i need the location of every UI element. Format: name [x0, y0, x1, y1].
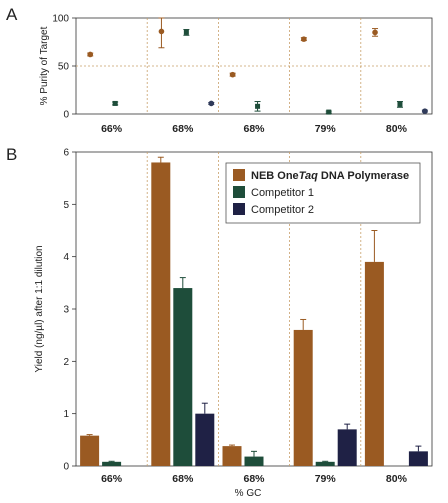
- panel-a-data-points: [87, 17, 428, 115]
- panel-a-y-tick-label: 50: [58, 62, 70, 73]
- panel-a-data-point: [183, 29, 189, 35]
- panel-a-gridlines: [76, 18, 432, 114]
- panel-b-y-tick-label: 4: [63, 252, 69, 263]
- panel-b-bar: [337, 429, 357, 466]
- legend-label-neb-post: DNA Polymerase: [318, 170, 409, 182]
- legend-label-neb-em: Taq: [299, 170, 318, 182]
- panel-a-data-point: [229, 71, 236, 78]
- panel-b-bar: [364, 261, 384, 466]
- panel-b-bar: [173, 288, 193, 466]
- panel-a-data-point: [158, 28, 165, 35]
- panel-a-x-ticks: 66% 68% 68% 79% 80%: [101, 123, 407, 135]
- legend-label-neb: NEB OneTaq DNA Polymerase: [251, 170, 409, 182]
- panel-b-bar: [80, 435, 100, 466]
- panel-a-label: A: [6, 5, 18, 24]
- panel-a-data-point: [372, 29, 378, 36]
- panel-b-bar: [315, 461, 335, 466]
- panel-a-x-tick-label: 80%: [386, 123, 408, 135]
- panel-a-data-point: [326, 109, 332, 115]
- panel-b-x-tick-label: 80%: [386, 473, 408, 485]
- legend-box: [225, 162, 421, 224]
- panel-a: A % Purity of Target 0 50 100 66% 68% 68% 79%…: [6, 5, 433, 135]
- panel-b-y-axis-title: Yield (ng/µl) after 1:1 dilution: [34, 245, 45, 372]
- panel-b-legend: NEB OneTaq DNA Polymerase Competitor 1 C…: [225, 162, 421, 224]
- panel-a-y-tick-label: 100: [52, 14, 69, 25]
- panel-a-data-point: [397, 101, 403, 107]
- panel-b-x-tick-label: 68%: [243, 473, 265, 485]
- panel-b-bar: [102, 461, 122, 466]
- panel-b-y-tick-label: 5: [63, 200, 69, 211]
- panel-b-y-tick-label: 6: [63, 148, 69, 159]
- panel-b-bar: [222, 446, 242, 466]
- panel-a-data-point: [87, 51, 94, 58]
- panel-b-y-tick-label: 2: [63, 357, 69, 368]
- panel-b-x-axis-title: % GC: [235, 488, 262, 499]
- panel-a-data-point: [301, 36, 307, 42]
- panel-a-x-tick-label: 68%: [172, 123, 194, 135]
- panel-a-y-axis-title: % Purity of Target: [39, 26, 50, 105]
- legend-label-competitor-1: Competitor 1: [251, 187, 314, 199]
- panel-a-data-point: [255, 103, 261, 109]
- panel-b-y-tick-label: 0: [63, 462, 69, 473]
- panel-b-bar: [151, 162, 171, 466]
- panel-b-x-tick-label: 68%: [172, 473, 194, 485]
- panel-a-data-point: [422, 108, 428, 114]
- panel-a-data-point: [112, 100, 118, 106]
- panel-b: B Yield (ng/µl) after 1:1 dilution % GC …: [6, 145, 433, 499]
- panel-b-y-tick-label: 3: [63, 305, 69, 316]
- panel-b-bar: [244, 456, 264, 466]
- panel-b-x-tick-label: 66%: [101, 473, 123, 485]
- legend-swatch-neb: [233, 169, 245, 181]
- panel-b-x-ticks: 66% 68% 68% 79% 80%: [101, 473, 407, 485]
- panel-b-label: B: [6, 145, 17, 164]
- legend-swatch-competitor-2: [233, 203, 245, 215]
- panel-b-bars: [80, 156, 428, 466]
- panel-a-x-tick-label: 79%: [315, 123, 337, 135]
- panel-b-y-tick-label: 1: [63, 409, 69, 420]
- panel-b-bar: [293, 329, 313, 466]
- panel-a-y-ticks: 0 50 100: [52, 14, 76, 121]
- panel-b-x-tick-label: 79%: [315, 473, 337, 485]
- panel-a-x-tick-label: 68%: [243, 123, 265, 135]
- panel-b-y-ticks: 0 1 2 3 4 5 6: [63, 148, 76, 473]
- legend-label-competitor-2: Competitor 2: [251, 204, 314, 216]
- panel-a-x-tick-label: 66%: [101, 123, 123, 135]
- panel-a-y-tick-label: 0: [63, 110, 69, 121]
- legend-label-neb-pre: NEB One: [251, 170, 299, 182]
- legend-swatch-competitor-1: [233, 186, 245, 198]
- panel-b-bar: [408, 451, 428, 466]
- panel-a-data-point: [208, 100, 215, 107]
- panel-b-bar: [195, 413, 215, 466]
